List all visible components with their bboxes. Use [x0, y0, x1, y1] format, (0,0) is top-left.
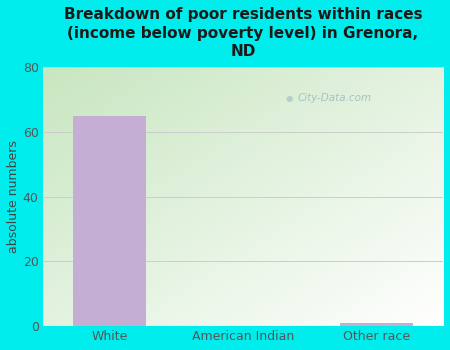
Bar — [73, 116, 146, 326]
Title: Breakdown of poor residents within races
(income below poverty level) in Grenora: Breakdown of poor residents within races… — [63, 7, 422, 59]
Bar — [340, 323, 413, 326]
Text: ●: ● — [285, 94, 292, 103]
Text: City-Data.com: City-Data.com — [298, 93, 372, 103]
Y-axis label: absolute numbers: absolute numbers — [7, 140, 20, 253]
